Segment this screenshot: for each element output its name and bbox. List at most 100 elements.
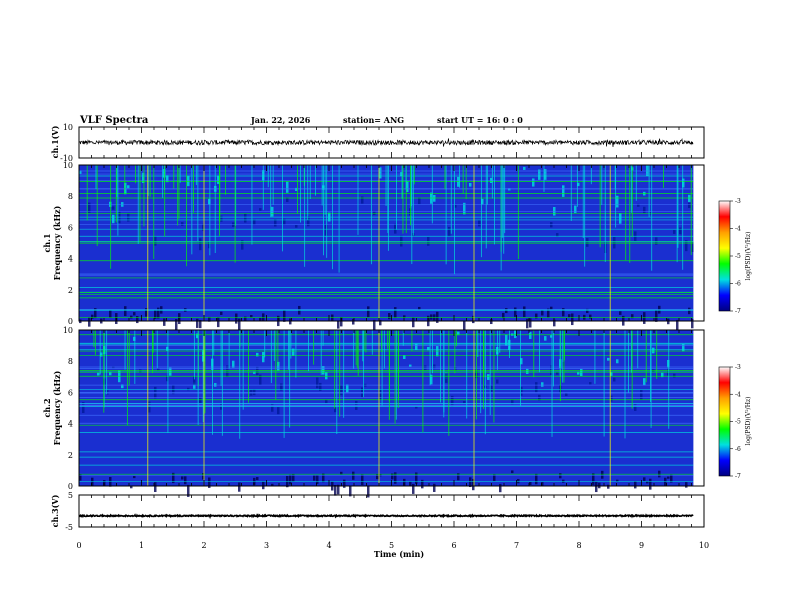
psd-cell — [409, 481, 412, 486]
psd-cell — [340, 316, 343, 327]
psd-cell — [409, 364, 412, 367]
psd-cell — [235, 313, 238, 324]
date-label: Jan. 22, 2026 — [250, 115, 311, 125]
psd-cell — [631, 314, 634, 319]
psd-cell — [271, 403, 274, 412]
psd-cell — [505, 334, 508, 346]
psd-cell — [523, 166, 526, 170]
psd-cell — [517, 478, 520, 484]
x-tick-label: 8 — [576, 541, 581, 550]
psd-cell — [418, 306, 421, 311]
psd-cell — [325, 372, 328, 380]
psd-cell — [253, 219, 256, 225]
psd-cell — [463, 401, 466, 404]
psd-cell — [541, 310, 544, 316]
psd-cell — [553, 319, 556, 327]
psd-cell — [535, 473, 538, 485]
colorbar-tick-label: -4 — [735, 391, 741, 398]
figure-title: VLF Spectra — [79, 115, 149, 126]
psd-cell — [280, 383, 283, 391]
psd-cell — [457, 473, 460, 481]
psd-cell — [316, 475, 319, 485]
psd-cell — [481, 198, 484, 205]
psd-cell — [529, 331, 532, 339]
psd-cell — [586, 238, 589, 247]
psd-cell — [181, 476, 184, 480]
y-tick-label: 10 — [63, 326, 73, 335]
colorbar-label: log(PSD)(V²/Hz) — [745, 232, 752, 281]
psd-cell — [94, 308, 97, 319]
psd-cell — [472, 478, 475, 491]
psd-cell — [619, 213, 622, 224]
y-tick-label: -5 — [65, 523, 73, 532]
psd-cell — [589, 382, 592, 385]
psd-cell — [550, 306, 553, 310]
psd-cell — [565, 392, 568, 397]
psd-cell — [208, 316, 211, 322]
psd-cell — [673, 230, 676, 234]
psd-cell — [286, 197, 289, 203]
psd-cell — [514, 307, 517, 317]
psd-cell — [289, 474, 292, 485]
psd-cell — [127, 185, 130, 189]
psd-cell — [577, 182, 580, 187]
psd-cell — [262, 481, 265, 490]
psd-cell — [109, 371, 112, 376]
psd-cell — [217, 317, 220, 328]
psd-cell — [598, 482, 601, 489]
psd-cell — [139, 369, 142, 373]
x-tick-label: 1 — [139, 541, 144, 550]
psd-cell — [361, 196, 364, 204]
psd-cell — [640, 389, 643, 400]
psd-cell — [376, 473, 379, 480]
psd-cell — [520, 386, 523, 396]
psd-cell — [655, 310, 658, 322]
psd-cell — [430, 374, 433, 385]
psd-cell — [322, 473, 325, 483]
psd-cell — [643, 477, 646, 482]
psd-cell — [424, 365, 427, 371]
psd-cell — [400, 235, 403, 247]
y-axis-label: ch.1Frequency (kHz) — [42, 205, 62, 280]
y-tick-label: 6 — [68, 223, 73, 232]
psd-cell — [193, 376, 196, 385]
psd-cell — [418, 197, 421, 205]
psd-cell — [367, 485, 370, 498]
psd-cell — [130, 315, 133, 319]
psd-cell — [121, 384, 124, 389]
psd-cell — [91, 477, 94, 487]
colorbar-tick-label: -7 — [735, 308, 741, 315]
psd-cell — [379, 473, 382, 477]
psd-cell — [643, 312, 646, 324]
psd-cell — [469, 183, 472, 187]
psd-cell — [373, 211, 376, 216]
y-tick-label: 2 — [68, 451, 73, 460]
psd-cell — [316, 377, 319, 389]
psd-cell — [610, 395, 613, 402]
psd-cell — [472, 315, 475, 324]
ch3-waveform-panel: 5 -5 ch.3(V) — [50, 491, 705, 532]
psd-cell — [82, 402, 85, 414]
psd-cell — [100, 352, 103, 357]
psd-cell — [562, 308, 565, 317]
waveform-trace — [78, 138, 694, 148]
psd-cell — [166, 175, 169, 183]
psd-cell — [334, 407, 337, 413]
psd-cell — [352, 318, 355, 325]
start-time-label: start UT = 16: 0 : 0 — [437, 115, 523, 125]
psd-cell — [394, 307, 397, 318]
x-tick-label: 7 — [514, 541, 519, 550]
psd-cell — [394, 472, 397, 484]
psd-cell — [250, 315, 253, 318]
psd-cell — [406, 180, 409, 193]
psd-cell — [427, 346, 430, 351]
psd-cell — [91, 314, 94, 319]
psd-cell — [685, 240, 688, 252]
psd-cell — [256, 352, 259, 357]
psd-cell — [538, 169, 541, 180]
psd-cell — [208, 242, 211, 249]
psd-cell — [463, 320, 466, 330]
psd-cell — [97, 372, 100, 376]
y-tick-label: 0 — [68, 482, 73, 491]
psd-cell — [79, 474, 82, 481]
